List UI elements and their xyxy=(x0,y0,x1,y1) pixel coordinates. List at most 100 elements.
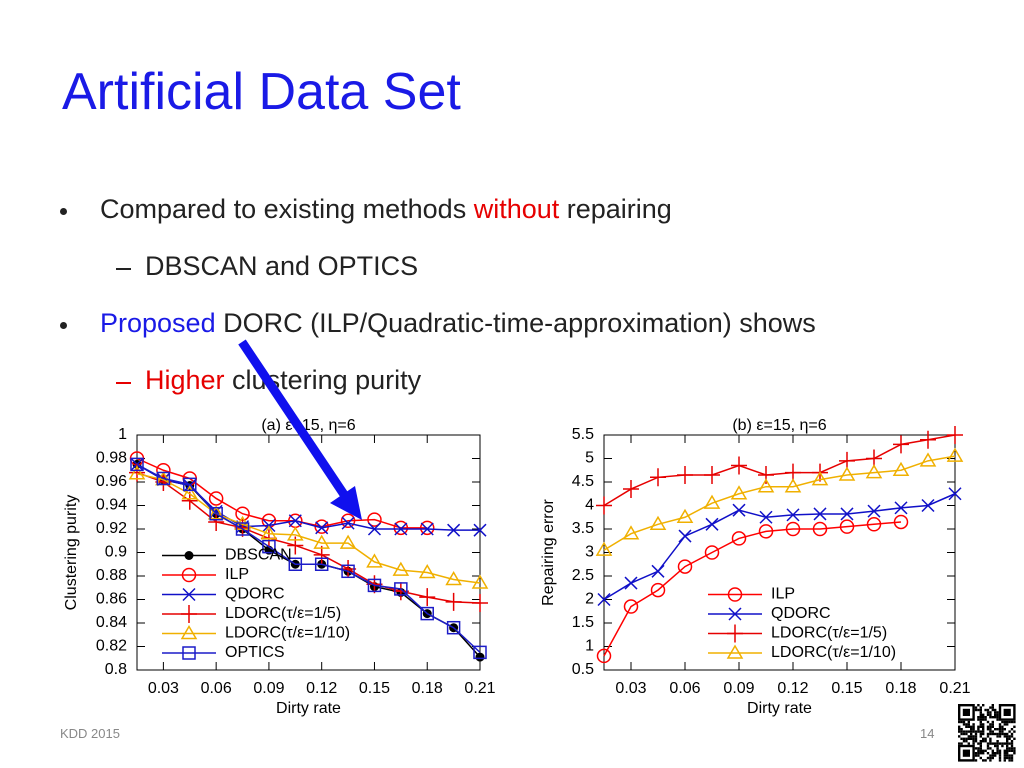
qr-cell xyxy=(989,742,992,745)
qr-cell xyxy=(982,718,985,721)
qr-cell xyxy=(1010,728,1014,731)
qr-cell xyxy=(977,742,980,745)
qr-cell xyxy=(986,756,990,760)
qr-cell xyxy=(982,737,985,740)
qr-cell xyxy=(977,747,980,750)
qr-cell xyxy=(965,732,968,736)
marker xyxy=(208,491,224,506)
qr-cell xyxy=(986,725,990,728)
qr-cell xyxy=(1008,720,1011,724)
qr-cell xyxy=(962,708,970,716)
x-tick-label: 0.21 xyxy=(464,680,495,697)
qr-cell xyxy=(994,732,997,736)
marker xyxy=(892,461,910,476)
marker xyxy=(727,587,743,602)
qr-cell xyxy=(1010,740,1014,743)
marker xyxy=(731,531,747,546)
qr-cell xyxy=(991,730,994,733)
qr-cell xyxy=(977,704,980,707)
qr-finder xyxy=(958,744,975,762)
qr-cell xyxy=(972,730,975,733)
qr-cell xyxy=(958,735,961,738)
marker xyxy=(705,517,719,531)
marker xyxy=(948,487,962,501)
marker xyxy=(340,513,356,529)
qr-cell xyxy=(989,728,992,731)
marker xyxy=(839,519,855,534)
qr-cell xyxy=(1008,742,1011,745)
qr-cell xyxy=(1010,747,1014,750)
qr-cell xyxy=(989,711,992,714)
text: Higher xyxy=(145,365,225,395)
qr-cell xyxy=(967,737,970,740)
marker xyxy=(367,578,382,593)
qr-cell xyxy=(967,742,970,745)
legend-label: ILP xyxy=(225,566,249,583)
qr-cell xyxy=(979,740,982,743)
marker xyxy=(596,496,612,515)
qr-cell xyxy=(979,706,982,709)
marker xyxy=(732,503,746,517)
qr-cell xyxy=(970,730,973,733)
marker xyxy=(921,498,935,513)
qr-cell xyxy=(1008,735,1011,738)
qr-cell xyxy=(962,732,966,736)
x-tick-label: 0.06 xyxy=(201,680,232,697)
bullet-dot xyxy=(60,208,67,215)
marker xyxy=(811,471,829,486)
qr-cell xyxy=(979,720,982,724)
qr-cell xyxy=(1006,742,1009,745)
qr-cell xyxy=(979,749,982,752)
y-tick-label: 0.8 xyxy=(105,661,127,678)
qr-cell xyxy=(1013,747,1016,750)
qr-cell xyxy=(1013,730,1016,733)
qr-cell xyxy=(965,740,968,743)
marker xyxy=(473,523,487,537)
marker xyxy=(812,521,828,537)
marker xyxy=(447,523,461,537)
qr-cell xyxy=(986,711,990,714)
qr-cell xyxy=(972,735,975,738)
marker xyxy=(207,505,225,520)
chart-title: (b) ε=15, η=6 xyxy=(732,417,826,434)
marker xyxy=(919,452,937,467)
qr-cell xyxy=(989,713,992,716)
qr-cell xyxy=(991,756,994,760)
marker xyxy=(866,517,882,532)
qr-cell xyxy=(1006,720,1009,724)
qr-cell xyxy=(979,723,982,726)
qr-cell xyxy=(982,749,985,752)
qr-cell xyxy=(996,752,999,755)
y-tick-label: 5 xyxy=(585,450,594,467)
qr-cell xyxy=(1003,720,1006,724)
qr-cell xyxy=(962,737,966,740)
qr-cell xyxy=(974,754,978,757)
marker xyxy=(313,534,330,549)
y-tick-label: 3 xyxy=(585,544,594,561)
qr-cell xyxy=(986,708,990,712)
x-tick-label: 0.18 xyxy=(412,680,443,697)
marker xyxy=(758,524,774,539)
qr-cell xyxy=(972,725,975,728)
y-tick-label: 0.88 xyxy=(96,567,127,584)
qr-cell xyxy=(972,723,975,726)
qr-cell xyxy=(1003,759,1006,762)
marker xyxy=(651,564,665,578)
qr-cell xyxy=(986,752,990,755)
qr-cell xyxy=(1003,735,1006,738)
qr-cell xyxy=(996,711,999,714)
qr-cell xyxy=(967,735,970,738)
page-number: 14 xyxy=(920,726,935,741)
marker xyxy=(785,521,801,537)
qr-cell xyxy=(984,759,987,762)
marker xyxy=(865,464,883,479)
qr-cell xyxy=(996,713,999,716)
marker xyxy=(181,567,197,583)
qr-cell xyxy=(984,740,987,743)
qr-cell xyxy=(996,732,999,736)
qr-cell xyxy=(984,749,987,752)
qr-cell xyxy=(977,749,980,752)
qr-cell xyxy=(1001,728,1004,731)
qr-cell xyxy=(972,740,975,743)
